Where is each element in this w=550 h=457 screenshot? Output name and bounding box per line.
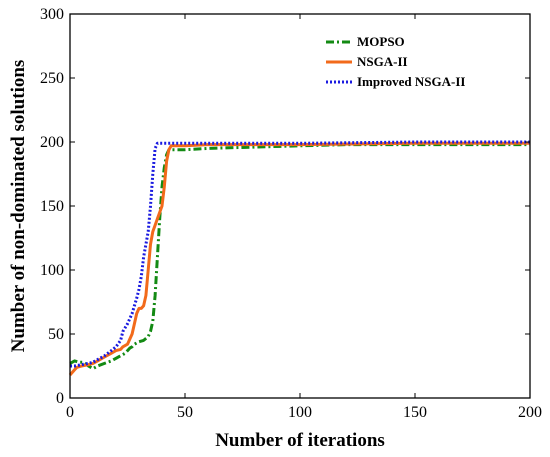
series-line-2 bbox=[68, 141, 530, 376]
y-tick-label: 50 bbox=[48, 326, 64, 343]
legend-label: NSGA-II bbox=[357, 54, 408, 69]
x-tick-label: 100 bbox=[288, 404, 312, 421]
series-line-1 bbox=[69, 143, 530, 371]
legend-label: MOPSO bbox=[357, 34, 405, 49]
x-tick-label: 150 bbox=[403, 404, 427, 421]
y-tick-label: 250 bbox=[40, 70, 64, 87]
series-line-3 bbox=[70, 140, 530, 368]
y-tick-label: 150 bbox=[40, 198, 64, 215]
x-tick-label: 200 bbox=[518, 404, 542, 421]
y-tick-label: 0 bbox=[56, 390, 64, 407]
series-lines bbox=[68, 140, 530, 376]
legend-label: Improved NSGA-II bbox=[357, 74, 465, 89]
legend: MOPSO NSGA-II Improved NSGA-II bbox=[318, 30, 514, 96]
x-tick-label: 50 bbox=[177, 404, 193, 421]
x-tick-label: 0 bbox=[66, 404, 74, 421]
y-tick-label: 100 bbox=[40, 262, 64, 279]
axis-ticks bbox=[69, 13, 531, 399]
y-tick-label: 200 bbox=[40, 134, 64, 151]
y-tick-label: 300 bbox=[40, 6, 64, 23]
axis-tick-labels: 0 50 100 150 200 0 50 100 150 200 250 300 bbox=[40, 6, 542, 421]
y-axis-label: Number of non-dominated solutions bbox=[8, 60, 29, 353]
x-axis-label: Number of iterations bbox=[215, 430, 385, 451]
